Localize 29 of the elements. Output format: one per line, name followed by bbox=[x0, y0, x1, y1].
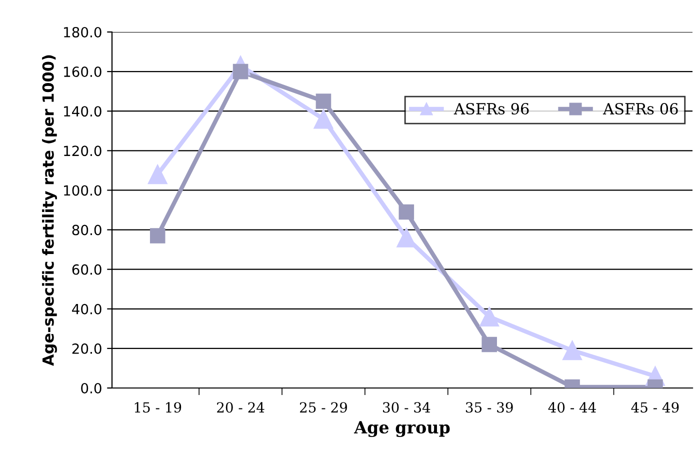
point bbox=[482, 336, 497, 352]
y-tick-label: 160.0 bbox=[64, 66, 102, 78]
x-tick-label: 30 - 34 bbox=[383, 402, 430, 413]
legend-label: ASFRs 96 bbox=[454, 102, 529, 115]
point bbox=[480, 307, 500, 327]
x-tick-label: 35 - 39 bbox=[466, 402, 513, 413]
y-tick-label: 140.0 bbox=[64, 106, 102, 117]
x-axis-title: Age group bbox=[354, 421, 450, 438]
x-tick-label: 20 - 24 bbox=[217, 402, 264, 413]
point bbox=[148, 164, 168, 184]
point bbox=[314, 109, 334, 129]
x-tick-label: 45 - 49 bbox=[631, 402, 679, 413]
y-axis-title: Age-specific fertility rate (per 1000) bbox=[42, 55, 57, 366]
point bbox=[150, 228, 166, 244]
y-tick-label: 20.0 bbox=[72, 343, 102, 354]
legend-label: ASFRs 06 bbox=[602, 102, 678, 115]
y-tick-label: 120.0 bbox=[64, 146, 102, 156]
x-tick-label: 40 - 44 bbox=[548, 402, 596, 413]
x-tick-label: 15 - 19 bbox=[134, 402, 182, 413]
y-tick-label: 40.0 bbox=[72, 304, 102, 314]
y-tick-label: 100.0 bbox=[64, 185, 102, 196]
point bbox=[398, 204, 414, 220]
point bbox=[316, 94, 332, 109]
point bbox=[562, 340, 582, 360]
y-tick-label: 60.0 bbox=[72, 264, 102, 275]
y-tick-label: 0.0 bbox=[81, 382, 102, 394]
y-tick-label: 180.0 bbox=[64, 26, 102, 38]
y-tick-label: 80.0 bbox=[72, 224, 102, 236]
x-tick-label: 25 - 29 bbox=[300, 402, 347, 413]
